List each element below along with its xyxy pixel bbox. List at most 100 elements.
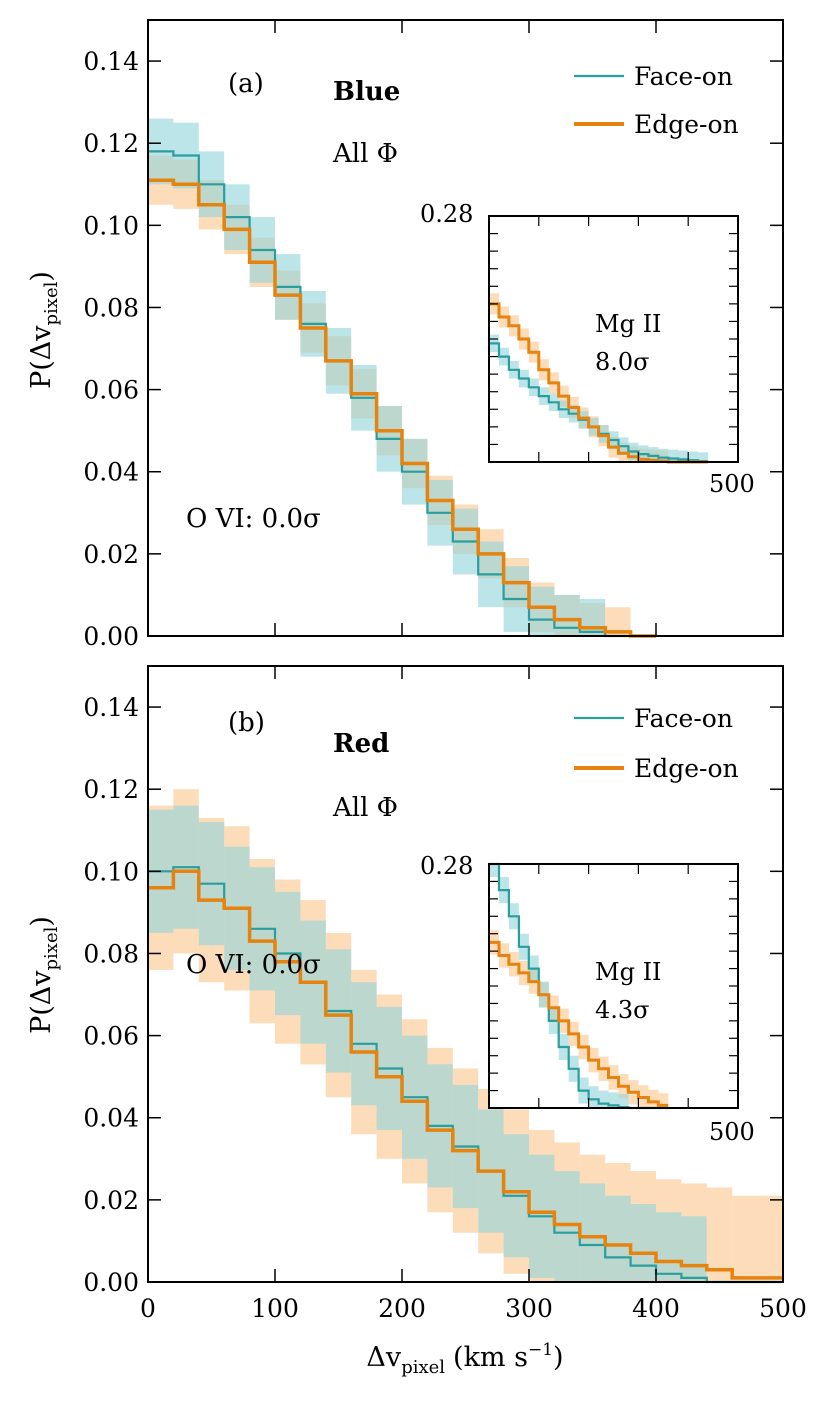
- panel-a-ticks: [147, 20, 784, 637]
- panel-b-y-tick-label-6: 0.12: [83, 775, 139, 804]
- inset-b-ymax-label: 0.28: [420, 852, 473, 880]
- inset-a-face-on-band-19: [678, 450, 689, 462]
- inset-a-face-on-band-16: [648, 447, 659, 462]
- legend-b-edge-on-label: Edge-on: [634, 754, 739, 783]
- inset-b-edge-on-band-16: [648, 1089, 659, 1108]
- legend-a-edge-on-label: Edge-on: [634, 110, 739, 139]
- panel-a-ovi-label: O VI: 0.0σ: [186, 504, 321, 534]
- y-axis-title-a-sub: pixel: [41, 281, 62, 325]
- panel-b-legend: Face-on Edge-on: [574, 704, 739, 783]
- inset-a-ticks: [488, 215, 739, 463]
- y-axis-title-b-main: P(Δv: [26, 970, 57, 1034]
- inset-a-sigma-label: 8.0σ: [595, 348, 650, 376]
- inset-a-ion-label: Mg II: [595, 310, 662, 338]
- panel-a-phi-label: All Φ: [332, 139, 398, 169]
- inset-b-face-on-band-10: [588, 1086, 599, 1108]
- x-axis-title-sub: pixel: [401, 1357, 445, 1378]
- panel-b-y-tick-label-1: 0.02: [83, 1186, 139, 1215]
- panel-a-y-tick-label-0: 0.00: [83, 622, 139, 651]
- inset-a-face-on-band-21: [698, 452, 709, 462]
- inset-b-ion-label: Mg II: [595, 958, 662, 986]
- panel-b-ovi-label: O VI: 0.0σ: [186, 950, 321, 980]
- panel-b-face-on-band-16: [554, 1171, 580, 1282]
- y-axis-title-a: P(Δvpixel): [26, 271, 62, 389]
- x-axis-title-units: (km s: [453, 1342, 528, 1373]
- inset-b-face-on-band-12: [608, 1092, 619, 1108]
- x-tick-label-4: 400: [632, 1294, 680, 1323]
- y-axis-title-a-close: ): [26, 271, 57, 282]
- x-axis-title-close: ): [553, 1342, 564, 1373]
- panel-a-inset: 0.28 500 Mg II 8.0σ: [420, 200, 755, 498]
- x-axis-title-exp: −1: [528, 1340, 553, 1360]
- panel-a-y-tick-label-2: 0.04: [83, 458, 139, 487]
- legend-a-face-on-label: Face-on: [634, 62, 733, 91]
- inset-a-background: [489, 216, 738, 462]
- x-tick-label-1: 100: [251, 1294, 299, 1323]
- panel-b-y-tick-label-7: 0.14: [83, 693, 139, 722]
- panel-a-lines: [148, 150, 656, 638]
- panel-a-y-tick-label-3: 0.06: [83, 376, 139, 405]
- panel-a-tick-labels: 0.00 0.02 0.04 0.06 0.08 0.10 0.12 0.14: [83, 47, 139, 651]
- panel-a-face-on-band-15: [529, 586, 555, 636]
- panel-a-y-tick-label-6: 0.12: [83, 129, 139, 158]
- panel-b-ticks: [147, 666, 784, 1283]
- panel-b-phi-label: All Φ: [332, 793, 398, 823]
- panel-b-face-on-band-17: [579, 1183, 606, 1282]
- inset-b-face-on-band-0: [489, 864, 499, 878]
- x-tick-label-2: 200: [378, 1294, 426, 1323]
- panel-b-edge-on-line: [148, 869, 783, 1280]
- panel-b-edge-on-band-23: [732, 1195, 758, 1282]
- x-tick-label-5: 500: [759, 1294, 807, 1323]
- panel-b-face-on-band-20: [656, 1212, 682, 1282]
- panel-b-label: (b): [228, 708, 265, 738]
- panel-b-y-tick-label-2: 0.04: [83, 1104, 139, 1133]
- panel-a-y-tick-label-7: 0.14: [83, 47, 139, 76]
- inset-b-sigma-label: 4.3σ: [595, 996, 650, 1024]
- inset-b-ticks: [488, 863, 739, 1109]
- inset-a-edge-on-line: [489, 302, 709, 464]
- panel-a-edge-on-line: [148, 178, 656, 638]
- panel-b-edge-on-band-22: [706, 1187, 733, 1282]
- panel-b-edge-on-band-24: [757, 1195, 783, 1282]
- panel-b: 0 100 200 300 400 500 0.00 0.02 0.04 0.06 0.08 0.10…: [83, 665, 807, 1323]
- panel-a-face-on-band-17: [579, 599, 606, 636]
- panel-a-y-tick-label-5: 0.10: [83, 211, 139, 240]
- panel-b-face-on-band-18: [605, 1195, 631, 1282]
- x-axis-title-main: Δv: [366, 1342, 401, 1373]
- panel-b-y-tick-label-5: 0.10: [83, 857, 139, 886]
- x-axis-title: Δvpixel (km s−1): [366, 1340, 563, 1378]
- inset-a-face-on-band-20: [688, 451, 699, 462]
- panel-a: 0.00 0.02 0.04 0.06 0.08 0.10 0.12 0.14 (a) Blu…: [83, 19, 784, 651]
- y-axis-title-b-close: ): [26, 916, 57, 927]
- panel-a-y-tick-label-1: 0.02: [83, 540, 139, 569]
- panel-b-color-group: Red: [333, 729, 389, 759]
- inset-b-face-on-band-13: [618, 1094, 629, 1108]
- panel-b-lines: [148, 866, 783, 1284]
- inset-a-face-on-band-18: [668, 449, 679, 462]
- panel-b-y-tick-label-0: 0.00: [83, 1268, 139, 1297]
- panel-b-inset: 0.28 500 Mg II 4.3σ: [420, 852, 755, 1146]
- y-axis-title-b-sub: pixel: [41, 926, 62, 970]
- inset-a-face-on-band-17: [658, 448, 669, 462]
- panel-b-y-tick-label-4: 0.08: [83, 939, 139, 968]
- legend-b-face-on-label: Face-on: [634, 704, 733, 733]
- y-axis-title-b: P(Δvpixel): [26, 916, 62, 1034]
- panel-a-label: (a): [228, 69, 264, 99]
- panel-b-face-on-band-19: [630, 1204, 656, 1282]
- x-tick-label-0: 0: [140, 1294, 156, 1323]
- panel-a-frame: [147, 19, 784, 637]
- inset-b-xmax-label: 500: [709, 1118, 755, 1146]
- panel-a-color-group: Blue: [333, 77, 400, 107]
- panel-a-face-on-band-16: [554, 594, 580, 636]
- inset-b-edge-on-band-17: [658, 1093, 669, 1108]
- inset-b-face-on-band-11: [598, 1090, 609, 1108]
- panel-a-legend: Face-on Edge-on: [574, 62, 739, 139]
- x-tick-label-3: 300: [505, 1294, 553, 1323]
- inset-a-xmax-label: 500: [709, 470, 755, 498]
- panel-a-y-tick-label-4: 0.08: [83, 293, 139, 322]
- inset-b-edge-on-line: [489, 940, 669, 1107]
- panel-b-frame: [147, 665, 784, 1283]
- panel-b-tick-labels: 0 100 200 300 400 500 0.00 0.02 0.04 0.06 0.08 0.10…: [83, 693, 807, 1323]
- y-axis-title-a-main: P(Δv: [26, 325, 57, 389]
